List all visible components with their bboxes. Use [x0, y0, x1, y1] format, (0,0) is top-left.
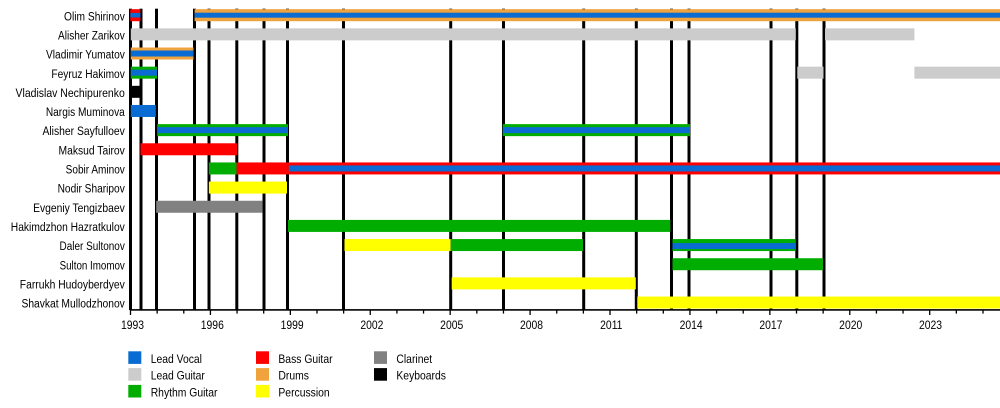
svg-text:Nargis Muminova: Nargis Muminova	[46, 106, 126, 119]
svg-text:2014: 2014	[680, 319, 703, 332]
svg-text:Feyruz Hakimov: Feyruz Hakimov	[51, 68, 125, 81]
svg-text:Shavkat Mullodzhonov: Shavkat Mullodzhonov	[21, 298, 125, 311]
svg-text:Drums: Drums	[278, 370, 309, 383]
svg-text:Vladimir Yumatov: Vladimir Yumatov	[46, 49, 125, 62]
svg-text:Rhythm Guitar: Rhythm Guitar	[151, 387, 218, 400]
svg-text:Percussion: Percussion	[278, 387, 329, 400]
svg-text:2002: 2002	[360, 319, 383, 332]
svg-text:2005: 2005	[440, 319, 463, 332]
svg-text:Alisher Zarikov: Alisher Zarikov	[58, 30, 125, 43]
svg-text:1999: 1999	[281, 319, 304, 332]
svg-text:2017: 2017	[759, 319, 782, 332]
svg-text:Hakimdzhon Hazratkulov: Hakimdzhon Hazratkulov	[11, 221, 125, 234]
svg-text:2011: 2011	[600, 319, 622, 332]
svg-text:Vladislav Nechipurenko: Vladislav Nechipurenko	[16, 87, 125, 100]
svg-text:Clarinet: Clarinet	[396, 353, 432, 366]
svg-text:2020: 2020	[839, 319, 862, 332]
svg-text:Farrukh Hudoyberdyev: Farrukh Hudoyberdyev	[20, 279, 125, 292]
svg-text:2008: 2008	[520, 319, 543, 332]
svg-text:Sulton Imomov: Sulton Imomov	[60, 259, 126, 272]
svg-text:Keyboards: Keyboards	[396, 370, 446, 383]
svg-text:Daler Sultonov: Daler Sultonov	[60, 240, 126, 253]
svg-text:Lead Guitar: Lead Guitar	[151, 370, 205, 383]
svg-text:1993: 1993	[121, 319, 144, 332]
svg-text:Evgeniy Tengizbaev: Evgeniy Tengizbaev	[33, 202, 125, 215]
svg-text:1996: 1996	[201, 319, 224, 332]
svg-text:Lead Vocal: Lead Vocal	[151, 353, 202, 366]
svg-text:Bass Guitar: Bass Guitar	[278, 353, 332, 366]
svg-text:Olim Shirinov: Olim Shirinov	[64, 11, 125, 24]
svg-text:Nodir Sharipov: Nodir Sharipov	[58, 183, 126, 196]
svg-text:Sobir Aminov: Sobir Aminov	[66, 164, 125, 177]
svg-text:Maksud Tairov: Maksud Tairov	[59, 145, 126, 158]
svg-text:Alisher Sayfulloev: Alisher Sayfulloev	[42, 126, 125, 139]
svg-text:2023: 2023	[919, 319, 942, 332]
